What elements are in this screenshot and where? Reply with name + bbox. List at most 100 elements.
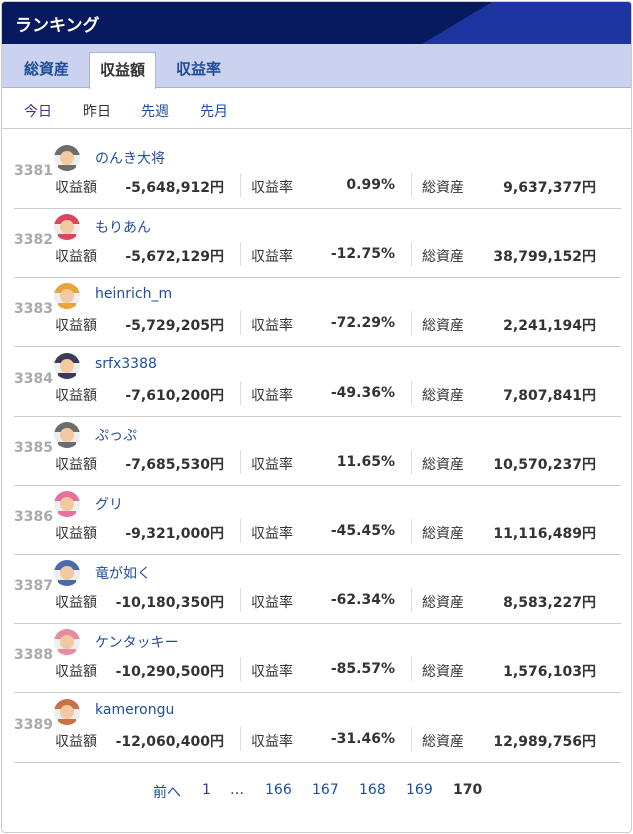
profit-value: -7,610,200円: [125, 387, 224, 404]
ranking-row: 3382 もりあん 収益額 -5,672,129円 収益率 -12.75% 総資…: [14, 209, 621, 279]
page-link-166[interactable]: 166: [265, 782, 292, 798]
avatar[interactable]: [54, 629, 80, 656]
divider: [240, 726, 241, 751]
user-name-link[interactable]: のんき大将: [95, 151, 165, 167]
profit-value: -9,321,000円: [125, 526, 224, 542]
avatar[interactable]: [54, 491, 80, 517]
assets-label: 総資産: [422, 249, 464, 266]
ranking-row: 3389 kamerongu 収益額 -12,060,400円 収益率 -31.…: [14, 694, 621, 763]
profit-label: 収益額: [55, 526, 97, 542]
rate-value: -31.46%: [330, 730, 395, 747]
divider: [240, 657, 241, 682]
divider: [411, 380, 412, 405]
user-name-link[interactable]: ぷっぷ: [95, 427, 137, 444]
avatar[interactable]: [54, 421, 80, 448]
tab-profit-rate[interactable]: 収益率: [176, 60, 222, 78]
avatar[interactable]: [54, 214, 80, 241]
rate-label: 収益率: [251, 387, 293, 404]
assets-value: 7,807,841円: [503, 387, 596, 404]
divider: [411, 173, 412, 197]
rate-label: 収益率: [251, 526, 293, 542]
profit-value: -5,729,205円: [125, 318, 224, 335]
ranking-row: 3384 srfx3388 収益額 -7,610,200円 収益率 -49.36…: [14, 348, 621, 417]
user-name-link[interactable]: もりあん: [95, 220, 151, 237]
profit-label: 収益額: [55, 318, 97, 335]
user-name-link[interactable]: ケンタッキー: [95, 635, 179, 652]
user-name-link[interactable]: heinrich_m: [95, 286, 173, 303]
rate-value: -49.36%: [330, 384, 395, 401]
assets-label: 総資産: [422, 595, 464, 612]
avatar[interactable]: [54, 560, 80, 587]
assets-label: 総資産: [422, 664, 464, 681]
assets-label: 総資産: [422, 456, 464, 473]
rank-number: 3388: [14, 647, 53, 664]
profit-value: -7,685,530円: [125, 456, 224, 473]
profit-label: 収益額: [55, 249, 97, 266]
assets-value: 38,799,152円: [493, 249, 596, 266]
divider: [411, 311, 412, 336]
user-name-link[interactable]: kamerongu: [95, 701, 175, 718]
ranking-row: 3386 グリ 収益額 -9,321,000円 収益率 -45.45% 総資産 …: [14, 486, 621, 555]
profit-label: 収益額: [55, 733, 97, 750]
user-name-link[interactable]: 竜が如く: [95, 566, 151, 583]
rate-value: -85.57%: [330, 661, 395, 678]
user-name-link[interactable]: グリ: [95, 497, 123, 513]
tab-total-assets[interactable]: 総資産: [24, 60, 70, 78]
rank-number: 3381: [14, 163, 53, 179]
avatar[interactable]: [54, 145, 80, 171]
assets-value: 10,570,237円: [493, 456, 596, 473]
filter-last-week[interactable]: 先週: [141, 104, 169, 120]
page-link-169[interactable]: 169: [406, 782, 433, 798]
divider: [240, 588, 241, 613]
rate-label: 収益率: [251, 180, 293, 196]
rate-value: -45.45%: [330, 523, 395, 539]
page-ellipsis: …: [230, 782, 244, 798]
rate-label: 収益率: [251, 318, 293, 335]
prev-page-link[interactable]: 前へ: [153, 785, 181, 801]
pagination: 前へ 1 … 166 167 168 169 170: [2, 782, 631, 802]
profit-value: -5,672,129円: [125, 249, 224, 266]
rank-number: 3387: [14, 578, 53, 595]
ranking-row: 3388 ケンタッキー 収益額 -10,290,500円 収益率 -85.57%…: [14, 624, 621, 694]
rank-number: 3382: [14, 232, 53, 249]
profit-value: -5,648,912円: [125, 180, 224, 196]
avatar[interactable]: [54, 698, 80, 725]
divider: [411, 588, 412, 613]
assets-value: 9,637,377円: [503, 180, 596, 196]
ranking-row: 3385 ぷっぷ 収益額 -7,685,530円 収益率 11.65% 総資産 …: [14, 417, 621, 486]
rate-label: 収益率: [251, 249, 293, 266]
profit-value: -12,060,400円: [115, 733, 224, 750]
assets-value: 12,989,756円: [493, 733, 596, 750]
divider: [411, 449, 412, 474]
divider: [411, 519, 412, 543]
avatar[interactable]: [54, 283, 80, 310]
page-link-1[interactable]: 1: [202, 782, 211, 798]
assets-value: 1,576,103円: [503, 664, 596, 681]
divider: [240, 519, 241, 543]
header-decoration: [422, 2, 631, 44]
rate-value: 0.99%: [346, 177, 395, 193]
ranking-row: 3387 竜が如く 収益額 -10,180,350円 収益率 -62.34% 総…: [14, 555, 621, 625]
user-name-link[interactable]: srfx3388: [95, 355, 157, 372]
rate-label: 収益率: [251, 733, 293, 750]
ranking-row: 3383 heinrich_m 収益額 -5,729,205円 収益率 -72.…: [14, 278, 621, 348]
tab-profit[interactable]: 収益額: [89, 52, 157, 89]
divider: [240, 311, 241, 336]
rank-number: 3383: [14, 301, 53, 318]
rank-number: 3384: [14, 370, 53, 387]
filter-last-month[interactable]: 先月: [200, 104, 228, 120]
avatar[interactable]: [54, 352, 80, 379]
filter-today[interactable]: 今日: [24, 104, 52, 120]
assets-value: 11,116,489円: [493, 526, 596, 542]
filter-yesterday[interactable]: 昨日: [83, 104, 111, 120]
rate-value: -62.34%: [330, 592, 395, 609]
ranking-row: 3381 のんき大将 収益額 -5,648,912円 収益率 0.99% 総資産…: [14, 140, 621, 209]
divider: [411, 726, 412, 751]
page-link-168[interactable]: 168: [359, 782, 386, 798]
assets-value: 8,583,227円: [503, 595, 596, 612]
rate-label: 収益率: [251, 456, 293, 473]
page-link-167[interactable]: 167: [312, 782, 339, 798]
assets-label: 総資産: [422, 180, 464, 196]
rank-number: 3385: [14, 439, 53, 456]
rate-value: -72.29%: [330, 315, 395, 332]
